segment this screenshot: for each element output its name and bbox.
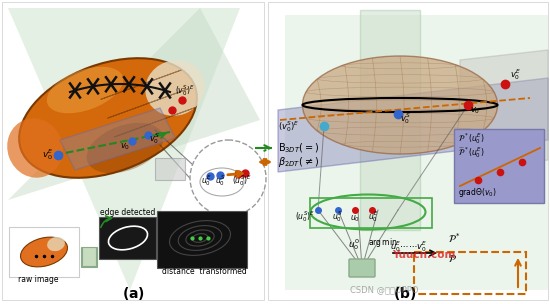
Polygon shape	[285, 15, 548, 290]
Text: $\mathcal{P}$: $\mathcal{P}$	[448, 253, 457, 264]
Ellipse shape	[47, 67, 123, 113]
Text: $\mathbf{(a)}$: $\mathbf{(a)}$	[122, 285, 145, 302]
FancyBboxPatch shape	[349, 259, 375, 277]
Polygon shape	[360, 10, 420, 230]
Text: $(u_0^S)^E$: $(u_0^S)^E$	[232, 173, 252, 188]
Text: $\underset{}{\arg\min}$: $\underset{}{\arg\min}$	[368, 237, 398, 248]
Text: $\beta_{2DT}(\neq)$: $\beta_{2DT}(\neq)$	[278, 155, 319, 169]
Text: $v_0^E$: $v_0^E$	[510, 67, 521, 82]
Ellipse shape	[47, 237, 65, 251]
Text: CSDN @振华OPPO: CSDN @振华OPPO	[350, 285, 419, 294]
Polygon shape	[460, 50, 548, 170]
Text: edge detected: edge detected	[100, 208, 155, 217]
Text: $\mathbf{(b)}$: $\mathbf{(b)}$	[393, 285, 417, 302]
Text: $v_0$: $v_0$	[120, 141, 130, 151]
Text: $u_0^0$: $u_0^0$	[348, 237, 360, 253]
Text: $\mathrm{grad}\Theta(v_0)$: $\mathrm{grad}\Theta(v_0)$	[458, 186, 497, 199]
FancyBboxPatch shape	[99, 217, 156, 259]
Polygon shape	[8, 8, 260, 200]
Text: raw image: raw image	[18, 275, 58, 284]
FancyBboxPatch shape	[454, 129, 544, 203]
Text: $(u_0^S)^E$: $(u_0^S)^E$	[295, 209, 315, 224]
Text: $v_0^E$: $v_0^E$	[42, 147, 54, 163]
Ellipse shape	[190, 140, 266, 216]
Text: $u_0^E\cdots\cdots v_0^E$: $u_0^E\cdots\cdots v_0^E$	[390, 240, 427, 254]
Text: $v_0^S$: $v_0^S$	[400, 112, 411, 126]
FancyBboxPatch shape	[2, 2, 264, 300]
Text: $\widehat{\mathcal{P}}^*(u_0^E)$: $\widehat{\mathcal{P}}^*(u_0^E)$	[458, 146, 485, 161]
Ellipse shape	[87, 123, 163, 173]
Text: $u_0^S$: $u_0^S$	[215, 173, 226, 188]
Ellipse shape	[302, 56, 498, 154]
Ellipse shape	[19, 58, 197, 178]
FancyBboxPatch shape	[157, 211, 247, 268]
Ellipse shape	[145, 60, 205, 116]
Text: $u_0^S$: $u_0^S$	[332, 209, 343, 224]
Ellipse shape	[20, 237, 68, 267]
Text: $\mathcal{P}^*$: $\mathcal{P}^*$	[448, 231, 461, 245]
Text: $u_0^E$: $u_0^E$	[368, 209, 378, 224]
Text: $\mathrm{B}_{3DT}(=)$: $\mathrm{B}_{3DT}(=)$	[278, 141, 320, 155]
FancyBboxPatch shape	[155, 158, 185, 180]
Text: $v_0^S$: $v_0^S$	[149, 132, 160, 147]
FancyBboxPatch shape	[268, 2, 548, 300]
Polygon shape	[60, 108, 175, 170]
Text: $(v_0^S)^E$: $(v_0^S)^E$	[278, 119, 300, 134]
FancyBboxPatch shape	[9, 227, 79, 277]
Text: $u_0$: $u_0$	[350, 213, 360, 223]
Polygon shape	[278, 78, 548, 172]
Text: $v_0$: $v_0$	[470, 106, 480, 116]
Text: $\mathcal{P}^*(u_0^E)$: $\mathcal{P}^*(u_0^E)$	[458, 132, 485, 147]
FancyBboxPatch shape	[81, 247, 97, 267]
Text: distance  transformed: distance transformed	[162, 267, 247, 276]
Text: Yuucn.com: Yuucn.com	[392, 250, 455, 260]
Polygon shape	[8, 8, 240, 290]
Text: $u_0^E$: $u_0^E$	[201, 173, 212, 188]
Ellipse shape	[7, 118, 63, 178]
Text: $(v_0^S)^E$: $(v_0^S)^E$	[175, 84, 195, 98]
